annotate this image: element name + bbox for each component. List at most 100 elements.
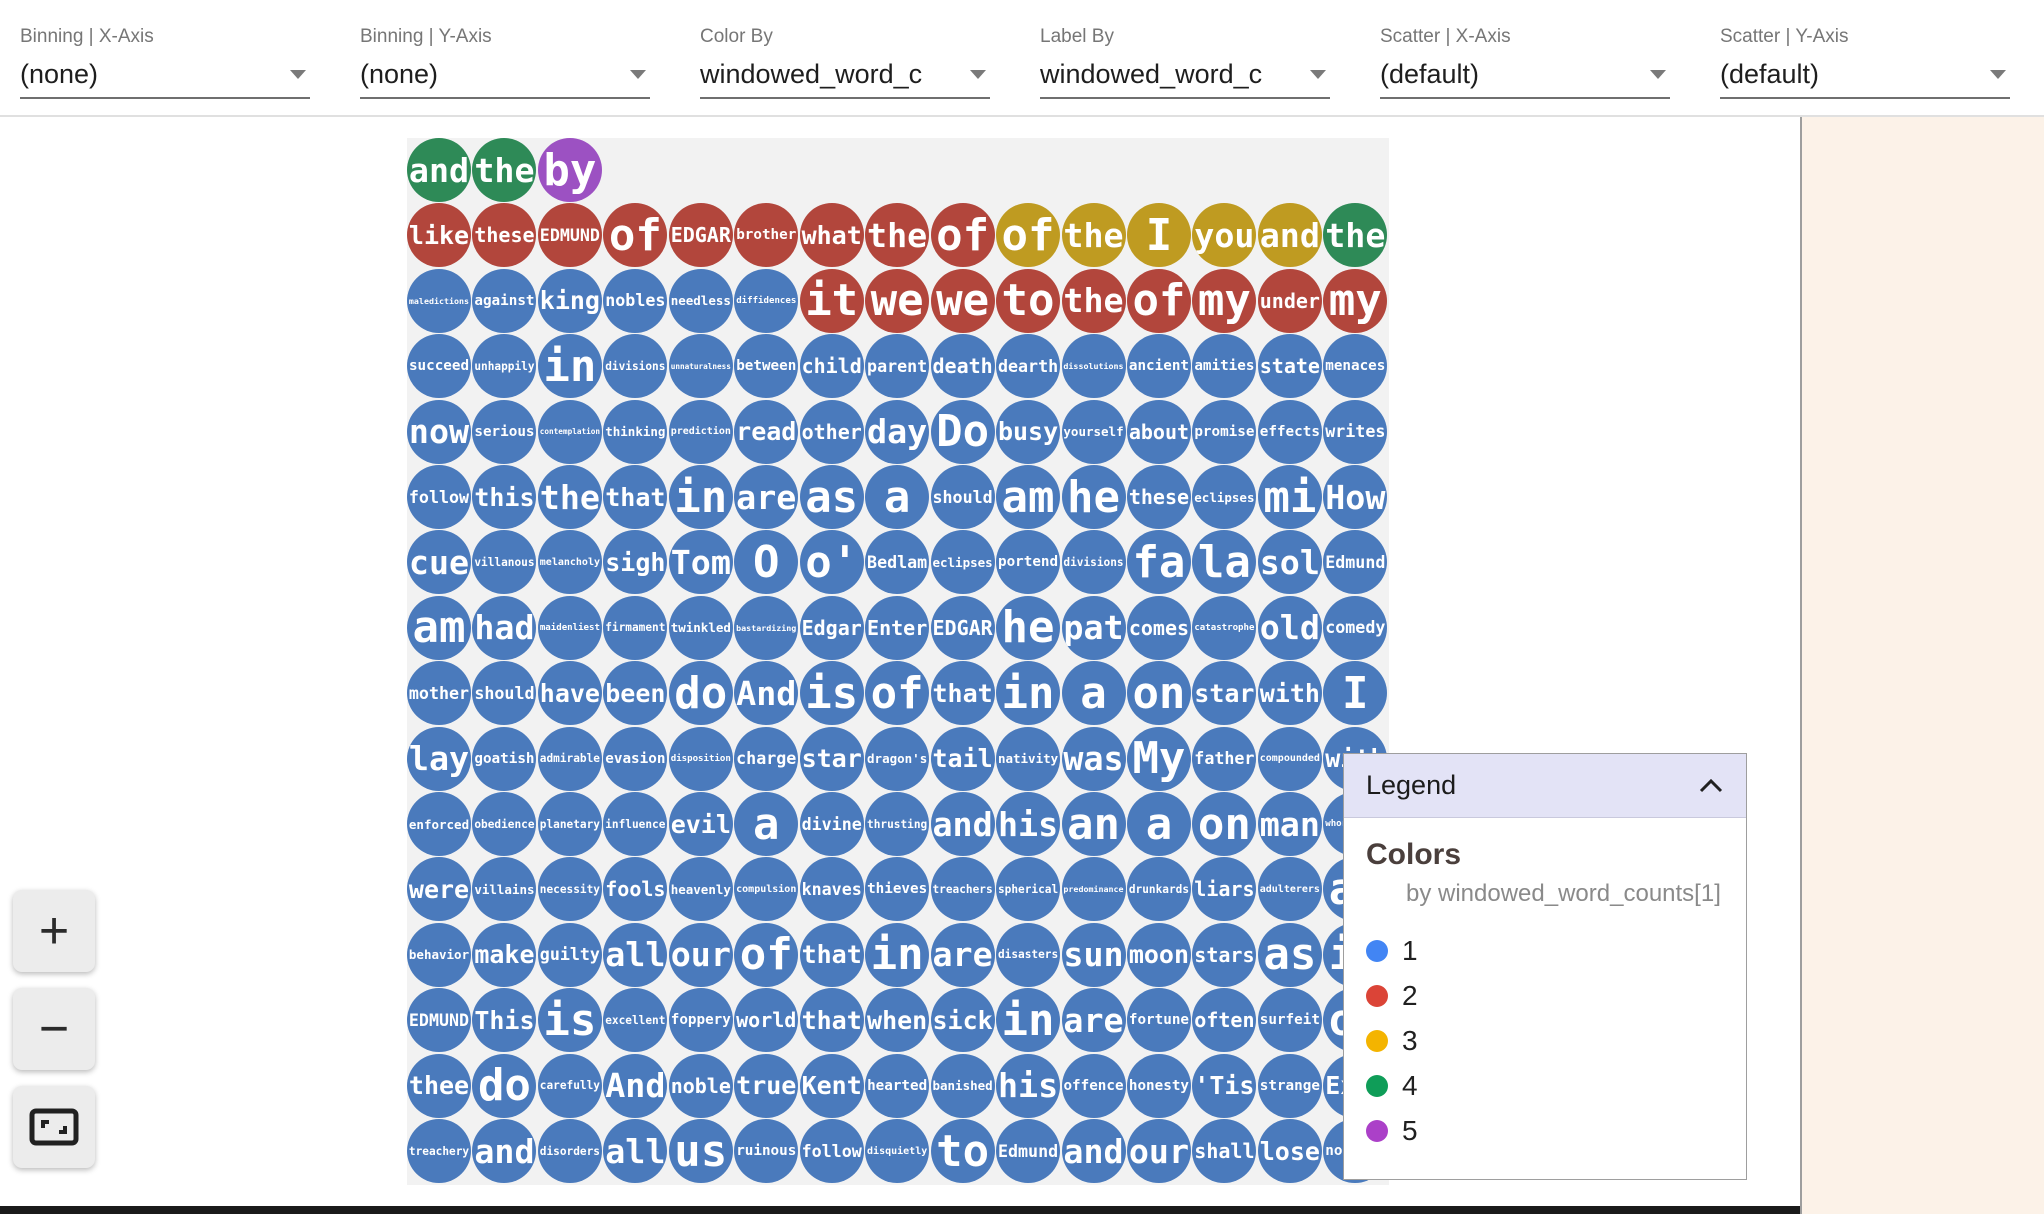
word-bubble[interactable]: to — [996, 268, 1061, 333]
word-bubble[interactable]: we — [930, 268, 995, 333]
word-bubble[interactable]: on — [1126, 661, 1191, 726]
word-bubble[interactable]: other — [799, 399, 864, 464]
word-bubble[interactable]: charge — [734, 726, 799, 791]
word-bubble[interactable]: menaces — [1323, 334, 1388, 399]
word-bubble[interactable]: divine — [799, 792, 864, 856]
word-bubble[interactable]: planetary — [537, 792, 602, 856]
word-bubble[interactable]: stars — [1192, 922, 1257, 987]
word-bubble[interactable]: man — [1257, 792, 1322, 856]
word-bubble[interactable]: melancholy — [537, 530, 602, 595]
word-bubble[interactable]: evasion — [603, 726, 668, 791]
word-bubble[interactable]: How — [1323, 465, 1388, 529]
word-bubble[interactable]: lose — [1257, 1119, 1322, 1183]
word-bubble[interactable]: had — [472, 595, 537, 660]
word-bubble[interactable]: prediction — [668, 399, 733, 464]
word-bubble[interactable]: obedience — [472, 792, 537, 856]
word-bubble[interactable]: all — [603, 922, 668, 987]
word-bubble[interactable]: compounded — [1257, 726, 1322, 791]
word-bubble[interactable]: a — [1061, 661, 1126, 726]
word-bubble[interactable]: state — [1257, 334, 1322, 399]
word-bubble[interactable]: follow — [799, 1119, 864, 1183]
word-bubble[interactable]: that — [799, 988, 864, 1053]
word-bubble[interactable]: Edgar — [799, 595, 864, 660]
word-bubble[interactable]: dissolutions — [1061, 334, 1126, 399]
word-bubble[interactable]: portend — [996, 530, 1061, 595]
word-bubble[interactable]: thinking — [603, 399, 668, 464]
zoom-out-button[interactable]: − — [13, 988, 95, 1070]
word-bubble[interactable]: what — [799, 203, 864, 268]
word-bubble[interactable]: maledictions — [407, 268, 471, 333]
word-bubble[interactable]: are — [1061, 988, 1126, 1053]
word-bubble[interactable]: his — [996, 1053, 1061, 1118]
word-bubble[interactable]: king — [537, 268, 602, 333]
word-bubble[interactable]: am — [407, 595, 471, 660]
word-bubble[interactable]: Edmund — [1323, 530, 1388, 595]
word-bubble[interactable]: noble — [668, 1053, 733, 1118]
word-bubble[interactable]: the — [537, 465, 602, 529]
word-bubble[interactable]: and — [1061, 1119, 1126, 1183]
word-bubble[interactable]: a — [734, 792, 799, 856]
word-bubble[interactable]: tail — [930, 726, 995, 791]
word-bubble[interactable]: la — [1192, 530, 1257, 595]
word-bubble[interactable]: effects — [1257, 399, 1322, 464]
word-bubble[interactable]: o' — [799, 530, 864, 595]
word-bubble[interactable]: Bedlam — [865, 530, 930, 595]
word-bubble[interactable]: this — [472, 465, 537, 529]
word-bubble[interactable]: fools — [603, 857, 668, 922]
word-bubble[interactable]: Do — [930, 399, 995, 464]
word-bubble[interactable]: nativity — [996, 726, 1061, 791]
word-bubble[interactable]: as — [1257, 922, 1322, 987]
word-bubble[interactable]: evil — [668, 792, 733, 856]
word-bubble[interactable]: comedy — [1323, 595, 1388, 660]
word-bubble[interactable]: the — [472, 138, 537, 202]
word-bubble[interactable]: Edmund — [996, 1119, 1061, 1183]
word-bubble[interactable]: And — [734, 661, 799, 726]
word-bubble[interactable]: his — [996, 792, 1061, 856]
word-bubble[interactable]: mi — [1257, 465, 1322, 529]
word-bubble[interactable]: unnaturalness — [668, 334, 733, 399]
visualization-canvas[interactable]: and the by like these EDMUND of EDGAR brother wha… — [407, 138, 1389, 1185]
word-bubble[interactable]: bastardizing — [734, 595, 799, 660]
word-bubble[interactable]: and — [930, 792, 995, 856]
word-bubble[interactable]: of — [996, 203, 1061, 268]
word-bubble[interactable]: of — [603, 203, 668, 268]
word-bubble[interactable]: in — [865, 922, 930, 987]
word-bubble[interactable]: spherical — [996, 857, 1061, 922]
word-bubble[interactable]: This — [472, 988, 537, 1053]
word-bubble[interactable]: follow — [407, 465, 471, 529]
word-bubble[interactable]: adulterers — [1257, 857, 1322, 922]
word-bubble[interactable]: firmament — [603, 595, 668, 660]
word-bubble[interactable]: and — [1257, 203, 1322, 268]
word-bubble[interactable]: true — [734, 1053, 799, 1118]
word-bubble[interactable]: dearth — [996, 334, 1061, 399]
word-bubble[interactable]: you — [1192, 203, 1257, 268]
word-bubble[interactable]: an — [1061, 792, 1126, 856]
word-bubble[interactable]: we — [865, 268, 930, 333]
word-bubble[interactable]: against — [472, 268, 537, 333]
word-bubble[interactable]: thrusting — [865, 792, 930, 856]
word-bubble[interactable]: to — [930, 1119, 995, 1183]
word-bubble[interactable]: EDGAR — [930, 595, 995, 660]
word-bubble[interactable]: on — [1192, 792, 1257, 856]
word-bubble[interactable]: eclipses — [930, 530, 995, 595]
word-bubble[interactable]: Kent — [799, 1053, 864, 1118]
word-bubble[interactable]: parent — [865, 334, 930, 399]
word-bubble[interactable]: that — [930, 661, 995, 726]
word-bubble[interactable]: serious — [472, 399, 537, 464]
word-bubble[interactable]: treachery — [407, 1119, 471, 1183]
word-bubble[interactable]: us — [668, 1119, 733, 1183]
word-bubble[interactable]: villains — [472, 857, 537, 922]
word-bubble[interactable]: O — [734, 530, 799, 595]
word-bubble[interactable]: sick — [930, 988, 995, 1053]
word-bubble[interactable]: he — [996, 595, 1061, 660]
word-bubble[interactable]: goatish — [472, 726, 537, 791]
word-bubble[interactable]: carefully — [537, 1053, 602, 1118]
word-bubble[interactable]: disorders — [537, 1119, 602, 1183]
word-bubble[interactable]: heavenly — [668, 857, 733, 922]
word-bubble[interactable]: in — [996, 988, 1061, 1053]
word-bubble[interactable]: ancient — [1126, 334, 1191, 399]
word-bubble[interactable]: dragon's — [865, 726, 930, 791]
word-bubble[interactable]: my — [1323, 268, 1388, 333]
dropdown-binning-y-axis[interactable]: Binning | Y-Axis (none) — [360, 0, 650, 115]
word-bubble[interactable]: all — [603, 1119, 668, 1183]
